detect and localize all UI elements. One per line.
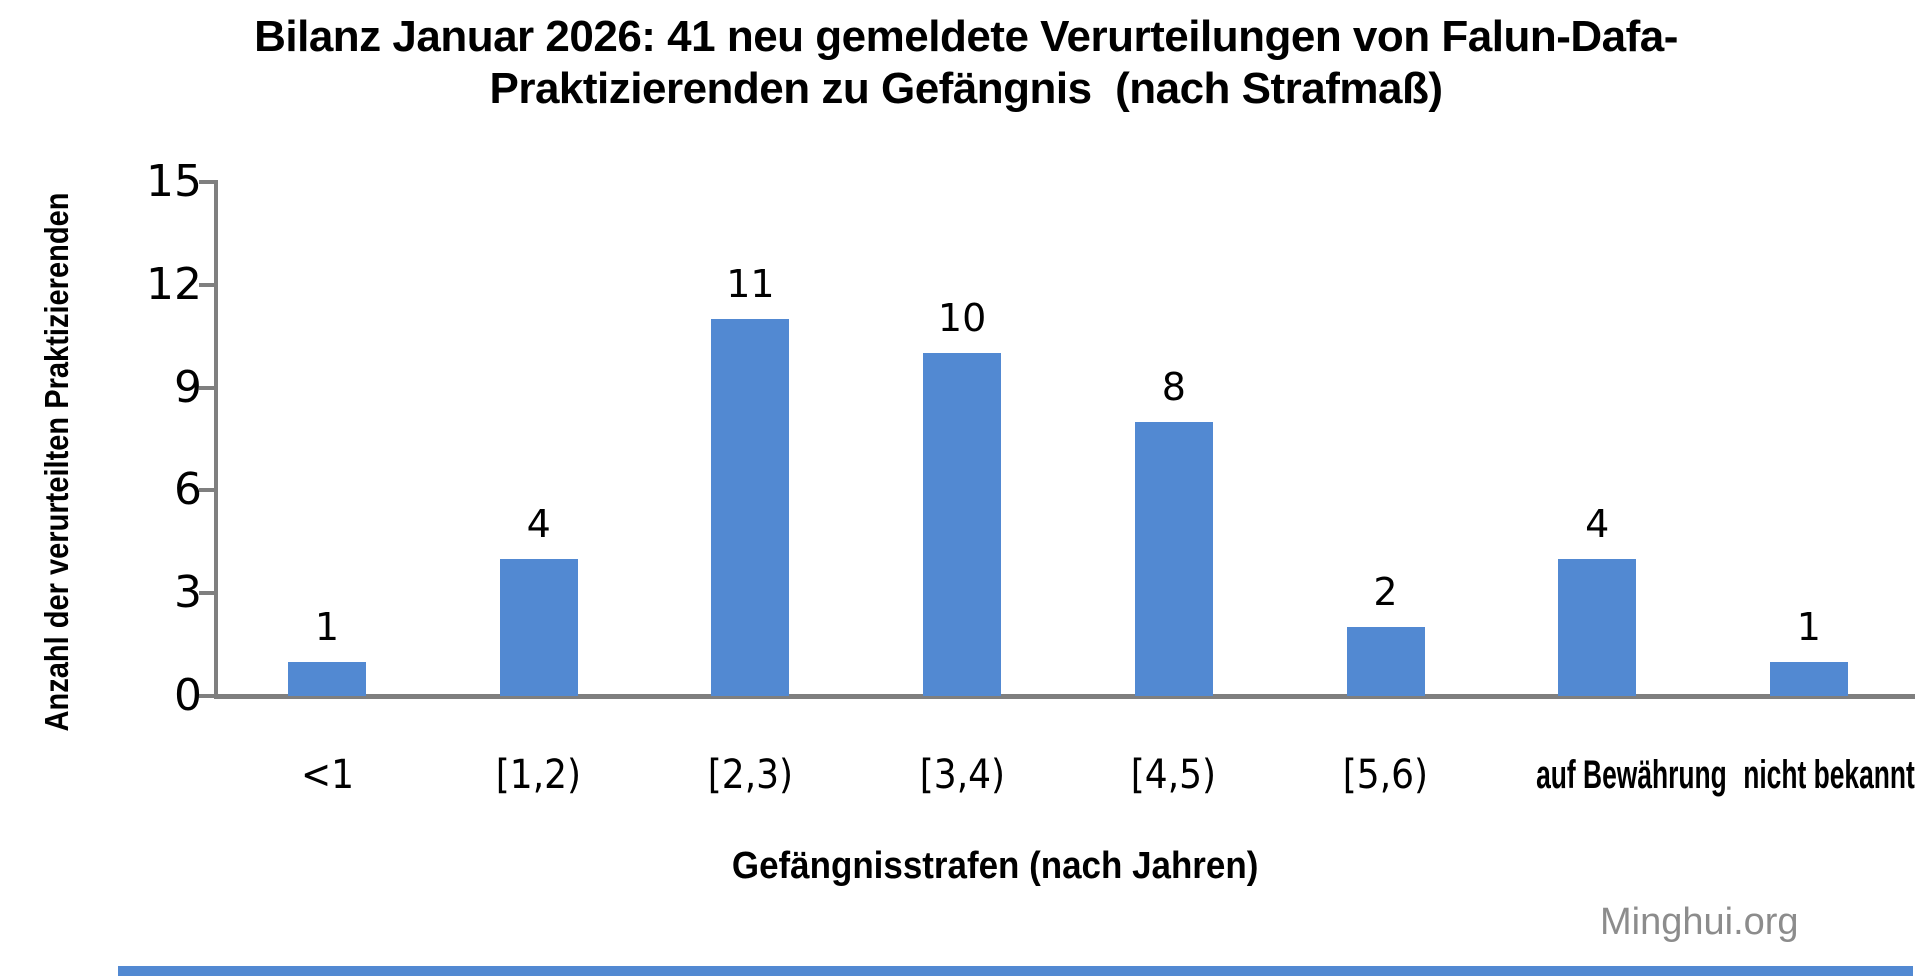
- y-tick-label-9: 9: [174, 361, 202, 413]
- x-category-label-text: [3,4): [919, 752, 1005, 798]
- bar-[2,3): [711, 319, 790, 696]
- x-category-label-[4,5): [4,5): [1064, 748, 1284, 802]
- bar-<1: [288, 661, 366, 696]
- bar-[3,4): [923, 353, 1002, 696]
- y-tick-label-0: 0: [174, 670, 202, 721]
- bar-value-label-[4,5): 8: [1161, 364, 1186, 409]
- y-tick-mark-3: [199, 591, 214, 596]
- y-tick-mark-12: [199, 282, 214, 287]
- bottom-accent-strip: [118, 966, 1913, 976]
- y-axis-line: [214, 180, 218, 698]
- x-axis-title-text: Gefängnisstrafen (nach Jahren): [731, 845, 1259, 887]
- x-axis-line: [214, 694, 1915, 699]
- y-tick-mark-0: [199, 694, 214, 698]
- bar-value-label-nicht bekannt: 1: [1796, 604, 1821, 649]
- watermark-minghui: Minghui.org: [1600, 901, 1799, 943]
- bar-value-label-auf Bewährung: 4: [1585, 501, 1610, 546]
- y-tick-label-6: 6: [174, 464, 202, 516]
- x-axis-title: Gefängnisstrafen (nach Jahren): [595, 842, 1395, 890]
- bar-value-label-[5,6): 2: [1373, 570, 1398, 615]
- chart-title-line-1: Bilanz Januar 2026: 41 neu gemeldete Ver…: [254, 12, 1678, 61]
- y-tick-label-3: 3: [174, 567, 202, 619]
- x-category-label-text: nicht bekannt: [1743, 753, 1915, 797]
- y-tick-mark-6: [199, 488, 214, 493]
- x-category-label-text: <1: [300, 752, 354, 798]
- x-category-label-text: [2,3): [707, 752, 794, 798]
- bar-value-label-[2,3): 11: [726, 262, 775, 307]
- x-category-label-text: [4,5): [1131, 752, 1217, 798]
- bar-nicht bekannt: [1769, 661, 1848, 696]
- bar-value-label-<1: 1: [314, 604, 340, 649]
- bar-[1,2): [499, 558, 578, 696]
- x-category-label-text: [5,6): [1342, 752, 1429, 798]
- x-category-label-[5,6): [5,6): [1276, 748, 1496, 802]
- y-tick-mark-15: [199, 180, 214, 184]
- y-tick-mark-9: [199, 385, 214, 390]
- x-category-label-text: auf Bewährung: [1536, 753, 1727, 797]
- bar-[4,5): [1134, 421, 1213, 696]
- bar-value-label-[3,4): 10: [937, 296, 987, 341]
- bar-[5,6): [1346, 627, 1425, 696]
- x-category-label-nicht bekannt: nicht bekannt: [1699, 748, 1919, 802]
- y-tick-label-15: 15: [146, 156, 202, 207]
- y-tick-label-12: 12: [146, 258, 202, 310]
- x-category-label-auf Bewährung: auf Bewährung: [1487, 748, 1727, 802]
- x-category-label-[3,4): [3,4): [852, 748, 1072, 802]
- x-category-label-<1: <1: [217, 748, 437, 802]
- x-category-label-text: [1,2): [496, 752, 582, 798]
- bar-auf Bewährung: [1558, 558, 1637, 696]
- chart-title-line-2: Praktizierenden zu Gefängnis (nach Straf…: [489, 64, 1443, 113]
- bar-value-label-[1,2): 4: [526, 501, 551, 546]
- x-category-label-[1,2): [1,2): [429, 748, 649, 802]
- x-category-label-[2,3): [2,3): [640, 748, 860, 802]
